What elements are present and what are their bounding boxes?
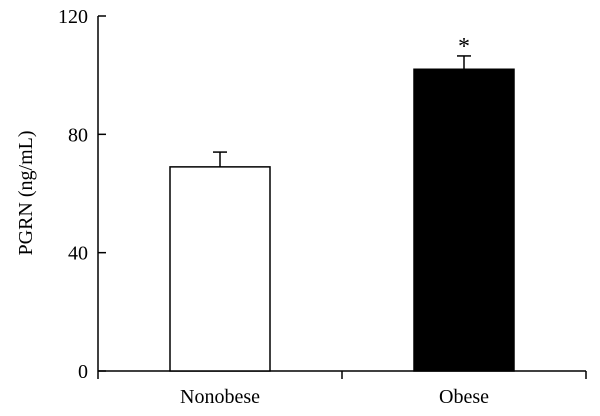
bar-obese bbox=[413, 68, 515, 372]
y-tick-label-1: 40 bbox=[68, 243, 88, 265]
y-axis-title: PGRN (ng/mL) bbox=[15, 131, 37, 256]
bar-nonobese bbox=[169, 166, 271, 372]
significance-marker: * bbox=[458, 34, 470, 60]
y-tick-label-3: 120 bbox=[58, 6, 88, 28]
y-tick-label-2: 80 bbox=[68, 124, 88, 146]
y-tick-label-0: 0 bbox=[78, 361, 88, 383]
chart-marks: 0 40 80 120 Nonobese * Obese bbox=[58, 6, 587, 408]
x-tick-label-obese: Obese bbox=[439, 386, 489, 408]
x-tick-label-nonobese: Nonobese bbox=[180, 386, 260, 408]
